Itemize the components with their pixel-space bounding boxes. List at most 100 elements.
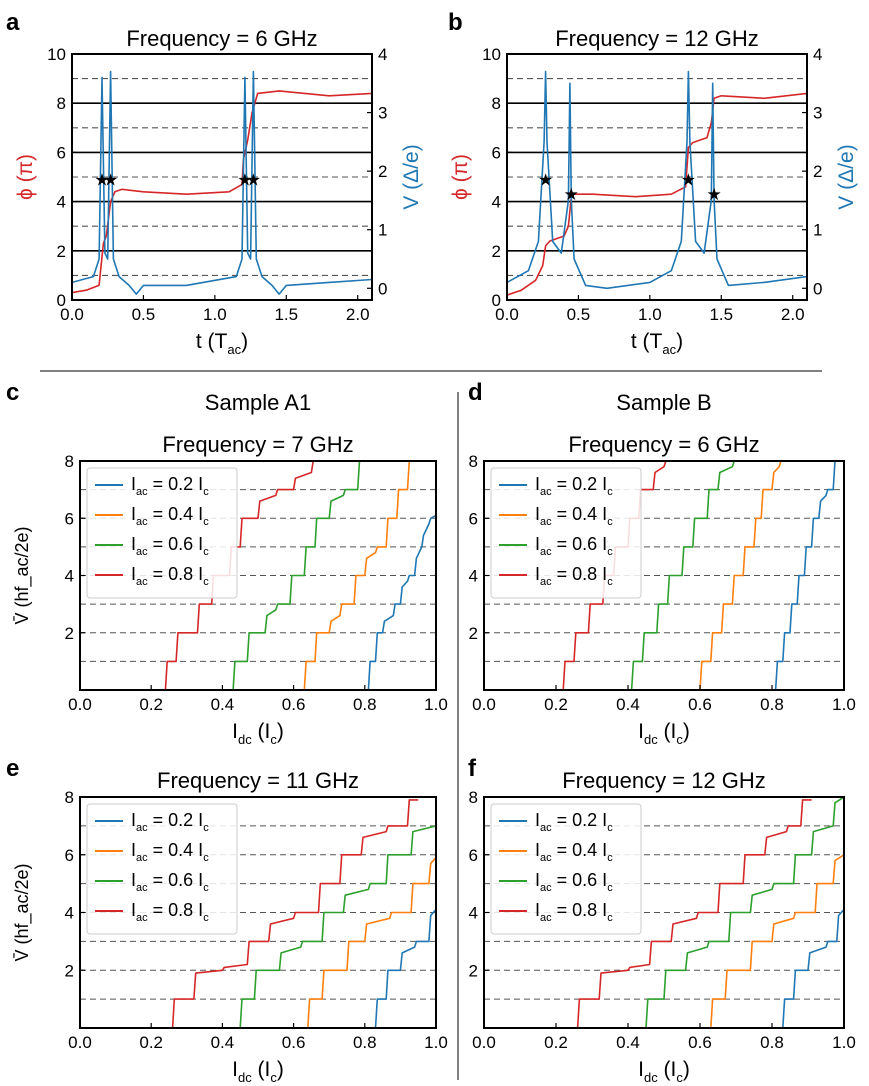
panel-label: c bbox=[6, 379, 19, 406]
x-axis-label: Idc​ (Ic​) bbox=[638, 720, 690, 747]
x-tick-label: 0.0 bbox=[60, 305, 84, 324]
x-tick-label: 0.4 bbox=[211, 1033, 235, 1052]
legend-box bbox=[86, 467, 238, 599]
x-tick-label: 0.8 bbox=[760, 1033, 784, 1052]
legend-entry: Iac​ = 0.2 Ic​ bbox=[131, 474, 209, 498]
x-tick-label: 0.4 bbox=[616, 695, 640, 714]
legend-entry: Iac​ = 0.4 Ic​ bbox=[535, 840, 613, 864]
x-tick-label: 0.4 bbox=[211, 695, 235, 714]
x-tick-label: 1.0 bbox=[832, 695, 856, 714]
y-tick-label: 10 bbox=[482, 45, 501, 64]
x-tick-label: 1.0 bbox=[424, 695, 448, 714]
series-line-i-ac-0.2-i-c bbox=[374, 909, 436, 1028]
star-marker: ★ bbox=[94, 170, 109, 189]
x-tick-label: 1.0 bbox=[638, 305, 662, 324]
y-tick-label: 4 bbox=[469, 567, 478, 586]
x-tick-label: 1.5 bbox=[709, 305, 733, 324]
x-axis-label: Idc​ (Ic​) bbox=[232, 1058, 284, 1085]
x-tick-label: 0.0 bbox=[68, 1033, 92, 1052]
panel-f: f Frequency = 12 GHz 0.0 0.2 0.4 0.6 0.8 1.0 2 4 6… bbox=[468, 755, 856, 1085]
x-tick-label: 0.2 bbox=[139, 1033, 163, 1052]
y-right-tick-label: 0 bbox=[813, 279, 822, 298]
y-tick-label: 0 bbox=[492, 291, 501, 310]
series-line-i-ac-0.6-i-c bbox=[239, 825, 436, 1028]
y-tick-label: 6 bbox=[65, 846, 74, 865]
panel-label: a bbox=[6, 9, 20, 36]
y-tick-label: 6 bbox=[65, 509, 74, 528]
series-line-i-ac-0.6-i-c bbox=[645, 797, 844, 1028]
legend-entry: Iac​ = 0.2 Ic​ bbox=[535, 810, 613, 834]
star-marker: ★ bbox=[237, 170, 252, 189]
legend-entry: Iac​ = 0.6 Ic​ bbox=[535, 534, 613, 558]
y-tick-label: 8 bbox=[57, 94, 66, 113]
x-tick-label: 0.0 bbox=[472, 1033, 496, 1052]
axes-frame bbox=[71, 53, 373, 301]
star-marker: ★ bbox=[564, 185, 579, 204]
y-tick-label: 2 bbox=[65, 961, 74, 980]
chart-title: Frequency = 6 GHz bbox=[568, 432, 759, 457]
panel-e: e Frequency = 11 GHz 0.0 0.2 0.4 0.6 0.8 1.0 2 4 6… bbox=[6, 755, 448, 1085]
x-tick-label: 0.0 bbox=[68, 695, 92, 714]
y-right-tick-label: 2 bbox=[813, 162, 822, 181]
x-axis-label: t (Tac​) bbox=[196, 330, 248, 357]
legend-entry: Iac​ = 0.6 Ic​ bbox=[131, 534, 209, 558]
series-line-voltage bbox=[72, 70, 372, 295]
star-marker: ★ bbox=[538, 170, 553, 189]
chart-title: Frequency = 11 GHz bbox=[157, 768, 359, 793]
x-tick-label: 0.6 bbox=[282, 695, 306, 714]
panel-label: e bbox=[6, 755, 19, 782]
star-marker: ★ bbox=[681, 170, 696, 189]
panel-label: f bbox=[468, 755, 477, 782]
star-marker: ★ bbox=[707, 185, 722, 204]
x-tick-label: 0.2 bbox=[544, 695, 568, 714]
chart-title: Frequency = 12 GHz bbox=[555, 26, 759, 51]
axes-frame bbox=[506, 53, 808, 301]
series-line-i-ac-0.2-i-c bbox=[367, 514, 436, 690]
star-marker: ★ bbox=[246, 170, 261, 189]
series-line-i-ac-0.8-i-c bbox=[171, 799, 419, 1028]
series-line-i-ac-0.4-i-c bbox=[307, 857, 436, 1028]
y-tick-label: 4 bbox=[469, 904, 478, 923]
y-tick-label: 4 bbox=[65, 567, 74, 586]
panel-d: d Sample B Frequency = 6 GHz 0.0 0.2 0.4 0.6 0.… bbox=[468, 379, 856, 747]
y-right-tick-label: 1 bbox=[813, 221, 822, 240]
y-tick-label: 4 bbox=[65, 904, 74, 923]
x-tick-label: 0.2 bbox=[544, 1033, 568, 1052]
x-tick-label: 0.4 bbox=[616, 1033, 640, 1052]
y-right-tick-label: 3 bbox=[813, 104, 822, 123]
x-tick-label: 1.0 bbox=[203, 305, 227, 324]
legend-entry: Iac​ = 0.8 Ic​ bbox=[131, 564, 209, 588]
y-tick-label: 2 bbox=[469, 961, 478, 980]
y-axis-label: V̄ (hf_ac/2e) bbox=[12, 526, 33, 624]
legend-entry: Iac​ = 0.2 Ic​ bbox=[131, 810, 209, 834]
series-line-voltage bbox=[507, 70, 807, 290]
y-tick-label: 8 bbox=[469, 452, 478, 471]
y-tick-label: 2 bbox=[65, 624, 74, 643]
y-tick-label: 0 bbox=[57, 291, 66, 310]
y-tick-label: 6 bbox=[469, 846, 478, 865]
y-tick-label: 8 bbox=[65, 452, 74, 471]
chart-title: Frequency = 12 GHz bbox=[562, 768, 766, 793]
y-axis-label: V̄ (hf_ac/2e) bbox=[12, 863, 33, 961]
x-tick-label: 2.0 bbox=[781, 305, 805, 324]
legend-entry: Iac​ = 0.8 Ic​ bbox=[535, 564, 613, 588]
y-tick-label: 8 bbox=[492, 94, 501, 113]
panel-b: b Frequency = 12 GHz ★ ★ ★ ★ 0.0 0.5 1.0 1.5 2.0 0 2… bbox=[448, 9, 858, 357]
x-axis-label: Idc​ (Ic​) bbox=[638, 1058, 690, 1085]
plot-area bbox=[164, 461, 436, 690]
series-line-phase bbox=[72, 90, 372, 294]
x-tick-label: 0.2 bbox=[139, 695, 163, 714]
x-tick-label: 0.6 bbox=[688, 1033, 712, 1052]
y-axis-label-left: ϕ (π) bbox=[14, 154, 37, 200]
panel-c: c Sample A1 Frequency = 7 GHz 0.0 0.2 0.4 0.6 0… bbox=[6, 379, 448, 747]
series-line-i-ac-0.6-i-c bbox=[232, 461, 369, 690]
plot-area bbox=[72, 70, 372, 295]
x-tick-label: 2.0 bbox=[346, 305, 370, 324]
chart-subtitle: Sample A1 bbox=[205, 390, 311, 415]
x-tick-label: 0.8 bbox=[760, 695, 784, 714]
legend-entry: Iac​ = 0.8 Ic​ bbox=[131, 900, 209, 924]
legend-box bbox=[490, 467, 642, 599]
y-tick-label: 10 bbox=[47, 45, 66, 64]
legend-box bbox=[86, 803, 238, 935]
series-line-i-ac-0.8-i-c bbox=[164, 461, 330, 690]
